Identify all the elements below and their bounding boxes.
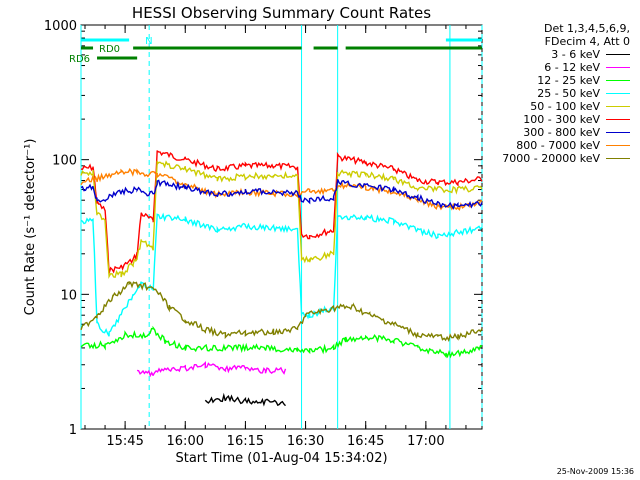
legend-swatch <box>606 132 630 133</box>
legend-swatch <box>606 158 630 159</box>
series-lines <box>80 150 483 407</box>
series-line-6_12keV <box>136 361 287 378</box>
legend-label: 25 - 50 keV <box>537 87 600 100</box>
legend-entry: 6 - 12 keV <box>460 61 630 74</box>
flag-label-rd0: RD0 <box>99 44 120 55</box>
legend-entry: 100 - 300 keV <box>460 113 630 126</box>
y-tick-label: 1 <box>69 423 77 438</box>
series-line-12_25keV <box>80 325 483 359</box>
legend-label: 3 - 6 keV <box>551 48 600 61</box>
flag-label-n: N <box>145 36 152 47</box>
x-tick-label: 16:00 <box>167 434 204 449</box>
legend-label: 6 - 12 keV <box>544 61 600 74</box>
series-line-25_50keV <box>80 212 483 337</box>
legend-entry: 50 - 100 keV <box>460 100 630 113</box>
x-tick-label: 15:45 <box>106 434 143 449</box>
legend-label: 300 - 800 keV <box>523 126 600 139</box>
legend-header-2: FDecim 4, Att 0 <box>544 35 630 48</box>
legend-entry: 25 - 50 keV <box>460 87 630 100</box>
x-tick-label: 16:45 <box>347 434 384 449</box>
legend-entry: 12 - 25 keV <box>460 74 630 87</box>
x-axis-label: Start Time (01-Aug-04 15:34:02) <box>175 451 387 466</box>
legend-header-1: Det 1,3,4,5,6,9, <box>543 22 630 35</box>
legend: Det 1,3,4,5,6,9, FDecim 4, Att 0 3 - 6 k… <box>460 22 630 165</box>
legend-label: 800 - 7000 keV <box>516 139 600 152</box>
series-line-7000_20000keV <box>80 281 483 343</box>
legend-entry: 3 - 6 keV <box>460 48 630 61</box>
flag-label-rd6: RD6 <box>69 54 90 65</box>
legend-label: 7000 - 20000 keV <box>502 152 600 165</box>
legend-label: 50 - 100 keV <box>530 100 600 113</box>
y-tick-label: 10 <box>60 288 77 303</box>
x-tick-label: 16:15 <box>227 434 264 449</box>
series-line-3_6keV <box>204 392 287 407</box>
legend-entry: 800 - 7000 keV <box>460 139 630 152</box>
series-line-300_800keV <box>80 179 483 210</box>
legend-entry: 300 - 800 keV <box>460 126 630 139</box>
legend-swatch <box>606 93 630 94</box>
series-line-100_300keV <box>80 150 483 274</box>
y-axis-label: Count Rate (s⁻¹ detector⁻¹) <box>23 139 38 316</box>
legend-swatch <box>606 145 630 146</box>
legend-label: 100 - 300 keV <box>523 113 600 126</box>
legend-label: 12 - 25 keV <box>537 74 600 87</box>
legend-swatch <box>606 67 630 68</box>
legend-swatch <box>606 119 630 120</box>
x-tick-label: 16:30 <box>287 434 324 449</box>
y-tick-label: 100 <box>52 154 77 169</box>
chart-title: HESSI Observing Summary Count Rates <box>132 4 431 22</box>
legend-swatch <box>606 106 630 107</box>
series-line-50_100keV <box>80 160 483 280</box>
legend-swatch <box>606 80 630 81</box>
axis-labels: 1 10 100 1000 15:45 16:00 16:15 16:30 16:45 17:00… <box>23 4 445 466</box>
legend-swatch <box>606 54 630 55</box>
legend-entry: 7000 - 20000 keV <box>460 152 630 165</box>
y-tick-label: 1000 <box>44 19 77 34</box>
timestamp-footer: 25-Nov-2009 15:36 <box>556 467 634 476</box>
x-tick-label: 17:00 <box>407 434 444 449</box>
